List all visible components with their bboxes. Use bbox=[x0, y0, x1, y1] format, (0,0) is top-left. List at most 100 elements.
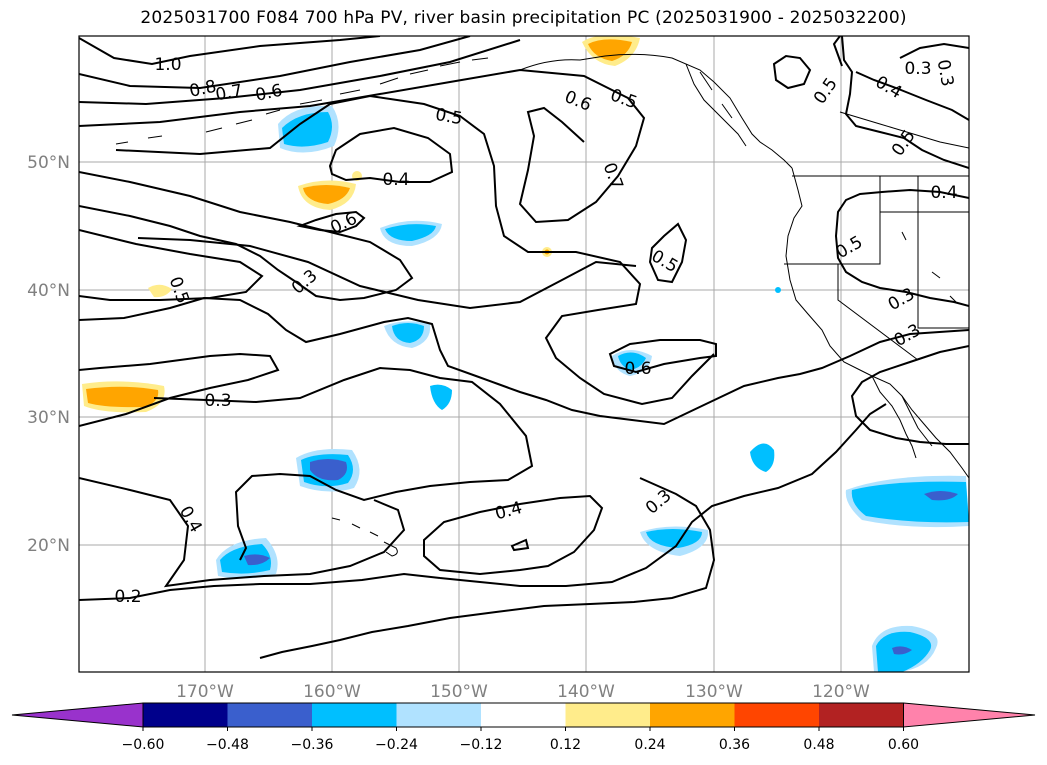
lat-label: 50°N bbox=[27, 153, 70, 173]
alaska-inside-passage bbox=[685, 63, 747, 147]
colorbar-tick-label: −0.36 bbox=[291, 737, 334, 753]
contour-label: 0.6 bbox=[624, 359, 651, 379]
map-frame bbox=[78, 35, 970, 673]
contour-0.4-ring bbox=[328, 126, 454, 183]
colorbar-segment bbox=[312, 703, 397, 727]
alaska-coast bbox=[519, 53, 793, 169]
precip-patch bbox=[618, 352, 646, 370]
lat-label: 40°N bbox=[27, 281, 70, 301]
contour-0.5-east-loop bbox=[648, 222, 688, 284]
contour-label: 0.2 bbox=[114, 587, 141, 607]
colorbar-segment bbox=[650, 703, 735, 727]
precip-patch bbox=[392, 323, 424, 343]
colorbar-tick-label: 0.12 bbox=[550, 737, 581, 753]
contour-0.4-west bbox=[79, 296, 969, 426]
lake-marks bbox=[901, 231, 957, 303]
colorbar-tick-label: −0.60 bbox=[122, 737, 165, 753]
contour-0.8 bbox=[79, 36, 471, 90]
na-west-coast bbox=[785, 167, 969, 479]
contour-label: 0.5 bbox=[434, 105, 464, 129]
lon-label: 140°W bbox=[557, 682, 615, 702]
contour-ne bbox=[899, 42, 969, 59]
colorbar-tick-label: 0.36 bbox=[719, 737, 750, 753]
precip-patch bbox=[303, 185, 350, 204]
colorbar-segment bbox=[734, 703, 820, 727]
precip-patch bbox=[892, 646, 912, 655]
baja-peninsula bbox=[871, 375, 933, 459]
lon-label: 160°W bbox=[303, 682, 361, 702]
contour-east-0.5 bbox=[841, 36, 969, 169]
precip-patch bbox=[924, 491, 958, 501]
lon-label: 150°W bbox=[430, 682, 488, 702]
contour-east-0.3 bbox=[834, 188, 969, 307]
canada-inland-lines bbox=[839, 111, 969, 149]
aleutian-islands bbox=[115, 57, 489, 145]
colorbar: −0.60 −0.48 −0.36 −0.24 −0.12 0.12 0.24 0.36 0.4… bbox=[11, 702, 1036, 753]
precip-patch bbox=[750, 443, 775, 472]
colorbar-segment bbox=[396, 703, 482, 727]
precip-patch bbox=[385, 224, 436, 241]
hawaii-islands bbox=[331, 517, 398, 557]
coastlines bbox=[115, 53, 969, 557]
map-panel: 1.0 0.8 0.7 0.6 0.5 0.6 0.5 0.4 0.3 0.4 … bbox=[78, 35, 970, 673]
contour-label: 0.7 bbox=[214, 81, 244, 105]
precip-patch bbox=[775, 287, 781, 293]
contour-0.3-central bbox=[153, 366, 534, 561]
colorbar-segment bbox=[565, 703, 651, 727]
colorbar-border bbox=[142, 702, 904, 728]
contour-small-se bbox=[510, 538, 530, 552]
lat-label: 20°N bbox=[27, 536, 70, 556]
colorbar-segment bbox=[227, 703, 313, 727]
precip-patch bbox=[851, 481, 969, 523]
contour-0.3-southeast bbox=[439, 403, 887, 587]
precip-patch bbox=[310, 459, 347, 481]
precip-patch bbox=[86, 386, 159, 408]
colorbar-extend-high bbox=[903, 702, 1036, 728]
colorbar-tick-label: −0.48 bbox=[206, 737, 249, 753]
map-title: 2025031700 F084 700 hPa PV, river basin … bbox=[140, 8, 907, 28]
contour-0.3-west bbox=[79, 171, 414, 302]
contour-label: 0.4 bbox=[382, 170, 409, 190]
contour-east-0.3b bbox=[850, 345, 969, 445]
contour-label: 0.3 bbox=[204, 391, 231, 411]
contour-label: 0.3 bbox=[933, 58, 957, 88]
precip-negative-regions bbox=[216, 105, 969, 672]
colorbar-tick-label: 0.60 bbox=[888, 737, 919, 753]
colorbar-tick-label: 0.24 bbox=[634, 737, 665, 753]
pv-contours bbox=[79, 36, 969, 659]
lon-label: 120°W bbox=[812, 682, 870, 702]
contour-0.6-loop2 bbox=[608, 339, 717, 374]
contour-0.5-west bbox=[137, 237, 637, 310]
lon-label: 170°W bbox=[176, 682, 234, 702]
lat-label: 30°N bbox=[27, 408, 70, 428]
lat-labels: 50°N 40°N 30°N 20°N bbox=[27, 153, 70, 556]
precip-patch bbox=[148, 284, 172, 298]
precip-patch bbox=[588, 39, 632, 61]
contour-1.0 bbox=[79, 36, 381, 66]
colorbar-tick-label: −0.12 bbox=[460, 737, 503, 753]
precip-patch bbox=[244, 554, 270, 566]
colorbar-segment bbox=[481, 703, 566, 727]
contour-label: 0.4 bbox=[930, 183, 957, 203]
contour-0.3-mid bbox=[79, 229, 264, 301]
contour-north-loop bbox=[772, 54, 812, 90]
colorbar-tick-label: 0.48 bbox=[803, 737, 834, 753]
colorbar-segment bbox=[143, 703, 228, 727]
us-border bbox=[784, 175, 969, 361]
colorbar-tick-label: −0.24 bbox=[375, 737, 418, 753]
lon-labels: 170°W 160°W 150°W 140°W 130°W 120°W bbox=[176, 682, 870, 702]
precip-patch bbox=[646, 529, 702, 548]
precip-patch bbox=[430, 384, 452, 410]
lon-label: 130°W bbox=[685, 682, 743, 702]
colorbar-extend-low bbox=[11, 702, 144, 728]
contour-east-0.4 bbox=[832, 36, 969, 121]
contour-0.2 bbox=[79, 572, 441, 601]
precip-patch bbox=[282, 112, 332, 147]
contour-label: 1.0 bbox=[154, 55, 181, 75]
contour-0.3-east bbox=[259, 477, 716, 659]
colorbar-segment bbox=[819, 703, 904, 727]
contour-0.5-north bbox=[115, 94, 715, 406]
contour-0.7 bbox=[79, 39, 521, 106]
contour-label: 0.3 bbox=[904, 59, 931, 79]
